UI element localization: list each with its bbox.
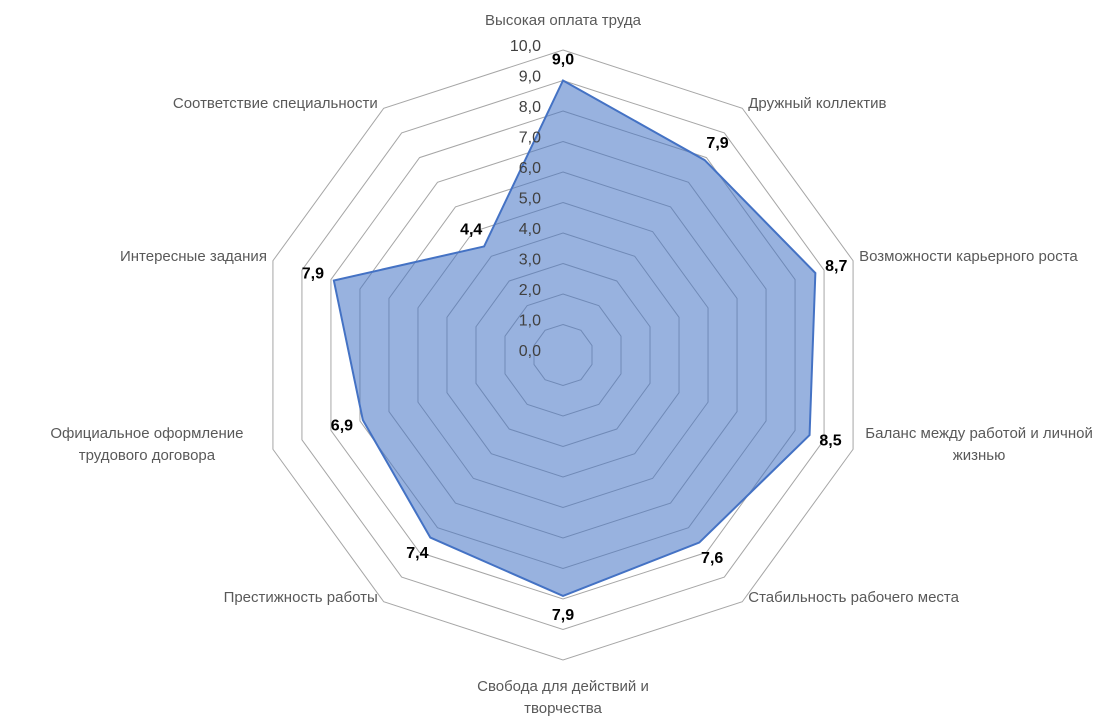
tick-label: 3,0 <box>519 252 541 269</box>
tick-label: 10,0 <box>510 38 541 55</box>
value-label: 7,6 <box>701 550 723 567</box>
value-label: 7,9 <box>706 135 728 152</box>
category-label: Стабильность рабочего места <box>748 588 959 606</box>
value-label: 8,5 <box>819 433 841 450</box>
tick-label: 9,0 <box>519 69 541 86</box>
value-label: 7,4 <box>406 545 428 562</box>
grid-ring <box>301 79 825 631</box>
category-label: Соответствие специальности <box>172 95 378 113</box>
tick-label: 6,0 <box>519 160 541 177</box>
category-label: Баланс между работой и личной жизнью <box>865 425 1093 465</box>
value-label: 8,7 <box>825 258 847 275</box>
category-label: Высокая оплата труда <box>485 12 641 29</box>
category-label: Дружный коллектив <box>748 95 887 113</box>
tick-label: 7,0 <box>519 130 541 147</box>
value-label: 9,0 <box>552 52 574 69</box>
tick-label: 5,0 <box>519 191 541 208</box>
tick-label: 4,0 <box>519 221 541 238</box>
category-label: Свобода для действий и творчества <box>477 678 649 717</box>
category-label: Интересные задания <box>119 247 267 265</box>
value-label: 6,9 <box>331 417 353 434</box>
category-label: Престижность работы <box>223 588 378 606</box>
grid-ring <box>272 49 854 661</box>
tick-label: 1,0 <box>519 313 541 330</box>
tick-label: 8,0 <box>519 99 541 116</box>
tick-label: 2,0 <box>519 282 541 299</box>
radar-area <box>332 79 817 598</box>
value-label: 7,9 <box>552 607 574 624</box>
category-label: Возможности карьерного роста <box>859 247 1078 265</box>
value-label: 7,9 <box>302 266 324 283</box>
category-label: Официальное оформление трудового договор… <box>50 425 244 465</box>
tick-label: 0,0 <box>519 343 541 360</box>
value-label: 4,4 <box>460 221 482 238</box>
